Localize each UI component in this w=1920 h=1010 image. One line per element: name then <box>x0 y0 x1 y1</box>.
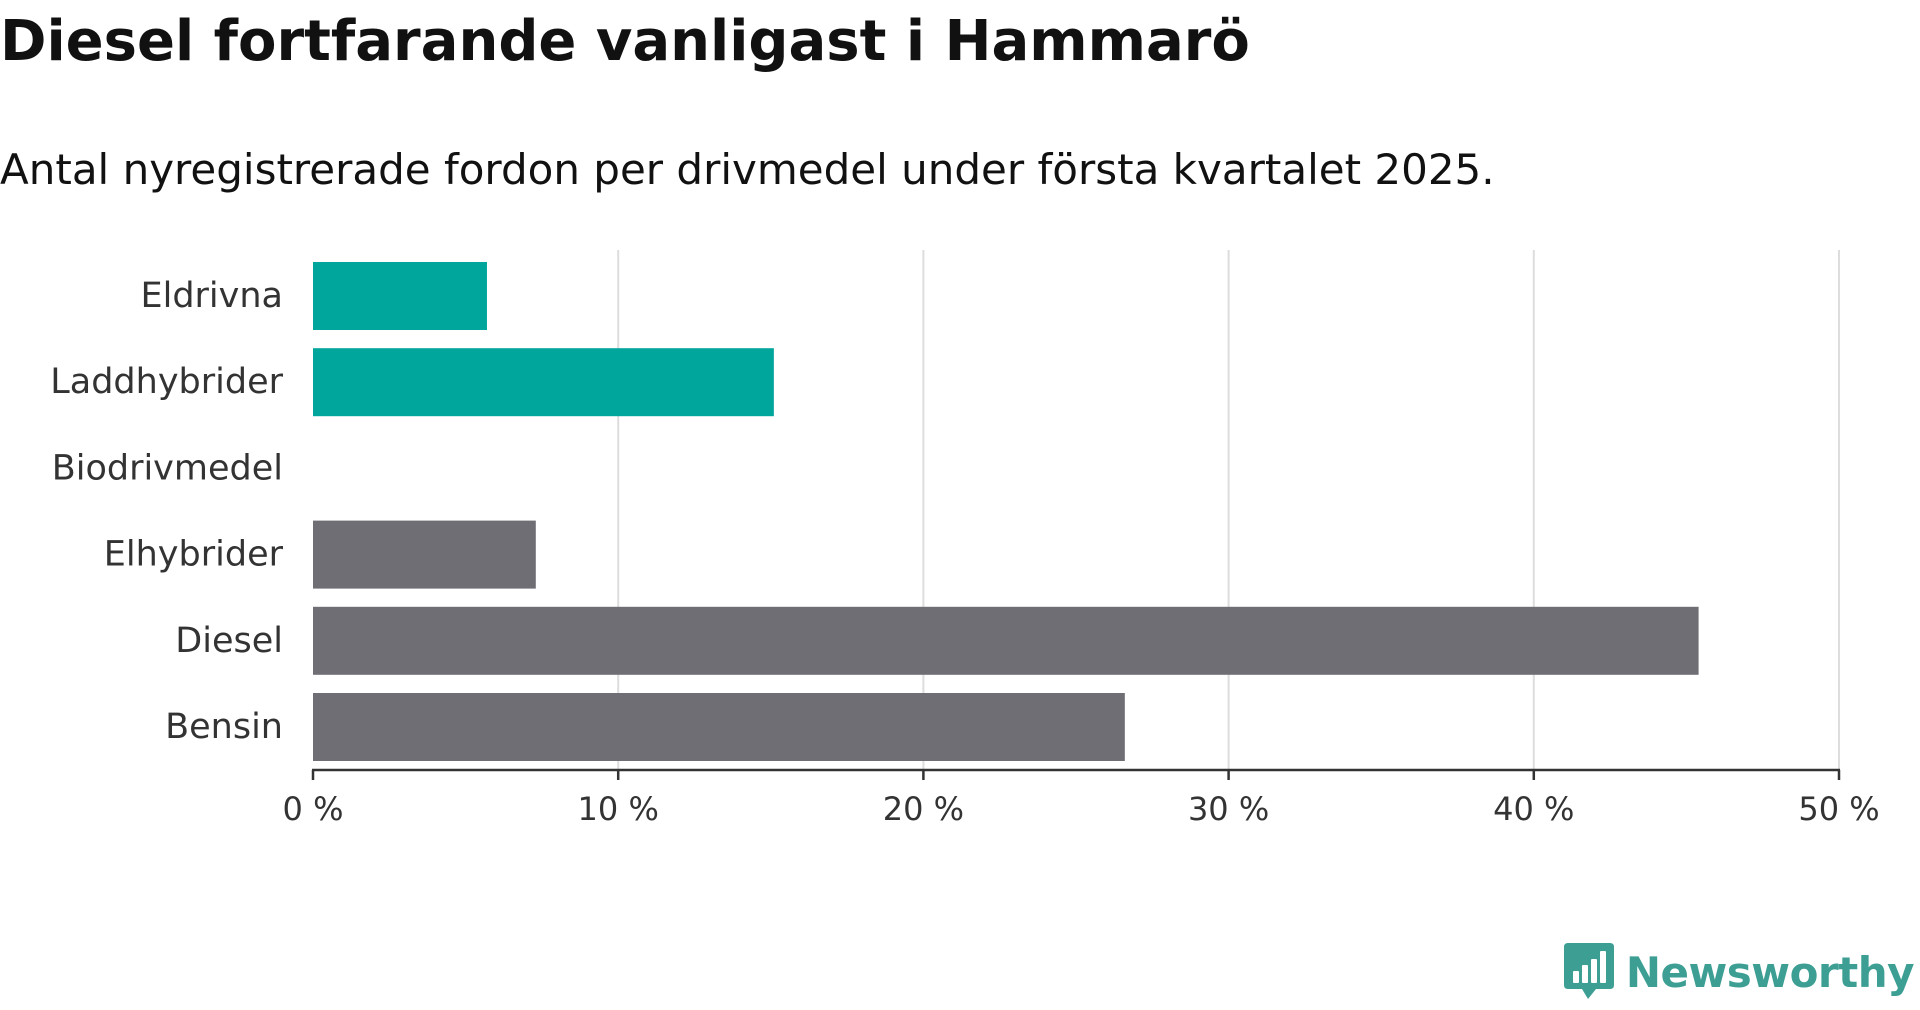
category-label-laddhybrider: Laddhybrider <box>50 362 283 402</box>
category-label-eldrivna: Eldrivna <box>140 276 283 316</box>
bar-laddhybrider <box>313 348 774 417</box>
newsworthy-logo-icon <box>1563 943 1614 999</box>
bar-bensin <box>313 693 1125 761</box>
chart-title: Diesel fortfarande vanligast i Hammarö <box>0 9 1250 74</box>
x-tick-label-20: 20 % <box>883 790 964 828</box>
category-label-bensin: Bensin <box>165 707 283 747</box>
bars <box>313 262 1699 761</box>
bar-elhybrider <box>313 520 536 589</box>
chart-subtitle: Antal nyregistrerade fordon per drivmede… <box>0 145 1495 194</box>
category-label-diesel: Diesel <box>175 621 283 661</box>
x-tick-label-30: 30 % <box>1188 790 1269 828</box>
category-label-elhybrider: Elhybrider <box>104 535 284 575</box>
brand-name: Newsworthy <box>1625 947 1915 997</box>
x-axis: 0 % 10 % 20 % 30 % 40 % 50 % <box>283 768 1880 828</box>
x-tick-label-40: 40 % <box>1493 790 1574 828</box>
bar-diesel <box>313 606 1699 675</box>
newsworthy-logo: Newsworthy <box>1563 940 1915 1004</box>
category-labels: Eldrivna Laddhybrider Biodrivmedel Elhybrid… <box>50 276 283 747</box>
x-tick-label-0: 0 % <box>283 790 344 828</box>
gridlines <box>617 250 1840 770</box>
x-tick-label-10: 10 % <box>578 790 659 828</box>
category-label-biodrivmedel: Biodrivmedel <box>52 448 283 488</box>
bar-eldrivna <box>313 262 487 330</box>
x-tick-label-50: 50 % <box>1798 790 1879 828</box>
